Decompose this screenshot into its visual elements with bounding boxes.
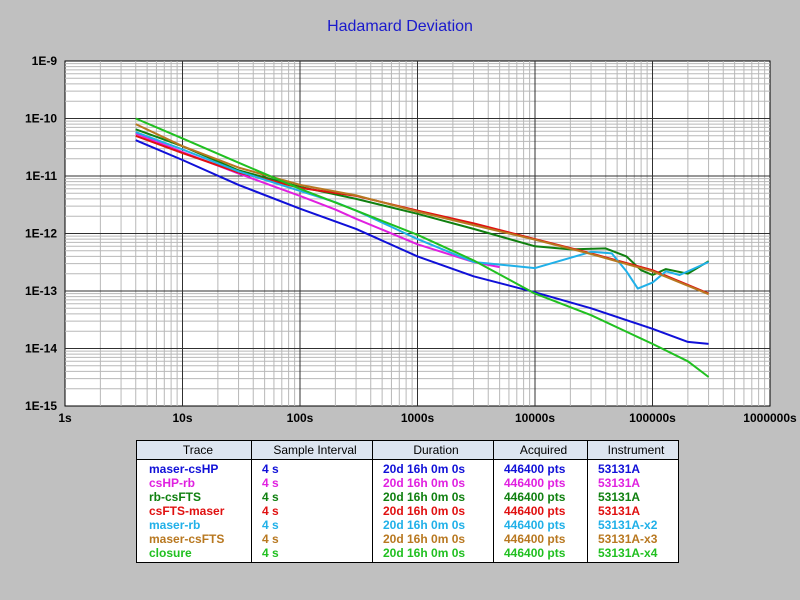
legend-acquired: 446400 pts xyxy=(493,504,588,518)
legend-duration: 20d 16h 0m 0s xyxy=(372,504,494,518)
plot-area: 1s 10s 100s 1000s 10000s 100000s 1000000s 1E-9 1… xyxy=(25,54,797,425)
legend-trace: csHP-rb xyxy=(136,476,252,490)
legend-header-acquired: Acquired xyxy=(493,440,588,460)
y-tick-label: 1E-13 xyxy=(25,284,57,298)
x-tick-label: 1000000s xyxy=(743,411,797,425)
legend-row: csHP-rb 4 s 20d 16h 0m 0s 446400 pts 531… xyxy=(136,476,679,490)
legend-header-row: Trace Sample Interval Duration Acquired … xyxy=(136,440,679,460)
chart-title: Hadamard Deviation xyxy=(327,18,473,35)
series-line-closure xyxy=(135,117,710,378)
x-tick-label: 10s xyxy=(172,411,192,425)
series-line-maser-rb xyxy=(135,131,710,290)
legend-acquired: 446400 pts xyxy=(493,459,588,476)
legend-instrument: 53131A xyxy=(587,459,679,476)
y-tick-label: 1E-14 xyxy=(25,342,57,356)
y-tick-label: 1E-11 xyxy=(26,169,58,183)
legend-trace: maser-csFTS xyxy=(136,532,252,546)
x-tick-label: 1s xyxy=(58,411,72,425)
legend-duration: 20d 16h 0m 0s xyxy=(372,476,494,490)
legend-instrument: 53131A xyxy=(587,490,679,504)
x-tick-label: 10000s xyxy=(515,411,555,425)
legend-instrument: 53131A-x3 xyxy=(587,532,679,546)
y-tick-label: 1E-9 xyxy=(32,54,58,68)
legend-trace: rb-csFTS xyxy=(136,490,252,504)
legend-acquired: 446400 pts xyxy=(493,546,588,563)
legend-row: rb-csFTS 4 s 20d 16h 0m 0s 446400 pts 53… xyxy=(136,490,679,504)
legend-interval: 4 s xyxy=(251,546,373,563)
y-tick-label: 1E-10 xyxy=(25,112,57,126)
legend-duration: 20d 16h 0m 0s xyxy=(372,532,494,546)
x-tick-label: 1000s xyxy=(401,411,435,425)
legend-duration: 20d 16h 0m 0s xyxy=(372,459,494,476)
legend-interval: 4 s xyxy=(251,532,373,546)
legend-interval: 4 s xyxy=(251,490,373,504)
legend-instrument: 53131A-x2 xyxy=(587,518,679,532)
legend-header-instrument: Instrument xyxy=(587,440,679,460)
legend-row: maser-csFTS 4 s 20d 16h 0m 0s 446400 pts… xyxy=(136,532,679,546)
legend-duration: 20d 16h 0m 0s xyxy=(372,518,494,532)
legend-header-trace: Trace xyxy=(136,440,252,460)
y-tick-label: 1E-12 xyxy=(25,227,57,241)
x-tick-label: 100s xyxy=(287,411,314,425)
y-tick-label: 1E-15 xyxy=(25,399,57,413)
legend-acquired: 446400 pts xyxy=(493,532,588,546)
legend-header-duration: Duration xyxy=(372,440,494,460)
legend-table: Trace Sample Interval Duration Acquired … xyxy=(136,440,679,563)
legend-row: csFTS-maser 4 s 20d 16h 0m 0s 446400 pts… xyxy=(136,504,679,518)
legend-instrument: 53131A xyxy=(587,476,679,490)
legend-interval: 4 s xyxy=(251,476,373,490)
legend-trace: closure xyxy=(136,546,252,563)
legend-trace: maser-rb xyxy=(136,518,252,532)
legend-acquired: 446400 pts xyxy=(493,490,588,504)
legend-interval: 4 s xyxy=(251,518,373,532)
legend-acquired: 446400 pts xyxy=(493,518,588,532)
legend-trace: maser-csHP xyxy=(136,459,252,476)
legend-row: maser-rb 4 s 20d 16h 0m 0s 446400 pts 53… xyxy=(136,518,679,532)
legend-header-interval: Sample Interval xyxy=(251,440,373,460)
legend-duration: 20d 16h 0m 0s xyxy=(372,490,494,504)
x-tick-label: 100000s xyxy=(629,411,676,425)
legend-row: closure 4 s 20d 16h 0m 0s 446400 pts 531… xyxy=(136,546,679,563)
series-line-maser-csHP xyxy=(135,139,709,345)
legend-trace: csFTS-maser xyxy=(136,504,252,518)
legend-instrument: 53131A xyxy=(587,504,679,518)
legend-acquired: 446400 pts xyxy=(493,476,588,490)
legend-interval: 4 s xyxy=(251,504,373,518)
legend-instrument: 53131A-x4 xyxy=(587,546,679,563)
legend-row: maser-csHP 4 s 20d 16h 0m 0s 446400 pts … xyxy=(136,459,679,476)
legend-interval: 4 s xyxy=(251,459,373,476)
legend-duration: 20d 16h 0m 0s xyxy=(372,546,494,563)
series-line-maser-csFTS xyxy=(135,123,709,296)
